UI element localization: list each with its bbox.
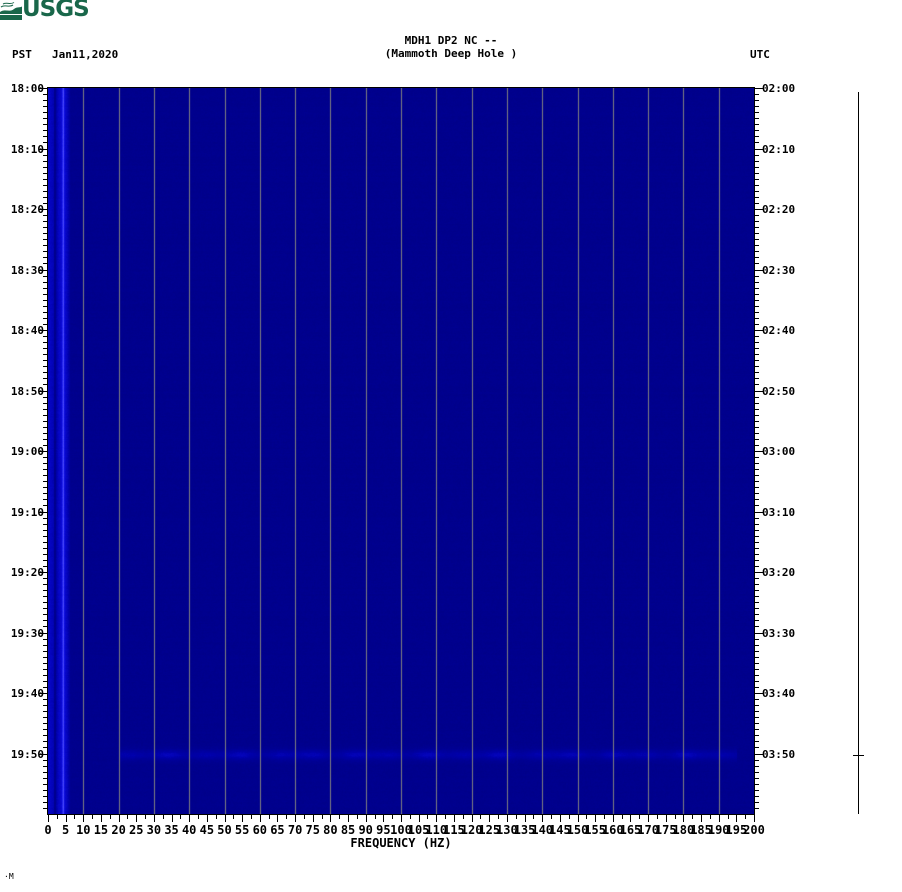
time-tick-label-pst: 18:10 xyxy=(10,142,44,156)
frequency-tick-label: 200 xyxy=(743,823,765,837)
frequency-tick-label: 120 xyxy=(460,823,483,837)
time-tick-label-utc: 02:10 xyxy=(762,142,796,156)
station-title-line1: MDH1 DP2 NC -- xyxy=(404,34,498,47)
frequency-tick-label: 180 xyxy=(672,823,695,837)
time-tick-label-utc: 03:30 xyxy=(762,626,796,640)
time-tick-label-pst: 19:10 xyxy=(10,505,44,519)
frequency-tick-label: 10 xyxy=(76,823,91,837)
frequency-tick-label: 45 xyxy=(199,823,215,837)
usgs-wave-icon xyxy=(0,2,22,20)
frequency-tick-label: 115 xyxy=(443,823,465,837)
frequency-tick-label: 85 xyxy=(340,823,356,837)
frequency-tick-label: 150 xyxy=(566,823,589,837)
frequency-tick-label: 165 xyxy=(619,823,642,837)
time-tick-label-pst: 18:20 xyxy=(10,203,44,216)
time-tick-label-utc: 03:10 xyxy=(762,505,796,519)
time-tick-label-pst: 18:50 xyxy=(10,384,44,398)
time-tick-label-utc: 03:00 xyxy=(762,445,796,458)
frequency-tick-label: 25 xyxy=(129,823,144,837)
time-tick-label-pst: 19:20 xyxy=(10,566,44,579)
time-tick-label-pst: 19:00 xyxy=(10,445,44,458)
frequency-tick-label: 75 xyxy=(305,823,320,837)
frequency-tick-label: 155 xyxy=(584,823,606,837)
frequency-tick-label: 125 xyxy=(478,823,501,837)
frequency-tick-label: 70 xyxy=(287,823,303,837)
time-tick-label-pst: 18:30 xyxy=(10,263,44,277)
time-tick-label-utc: 02:00 xyxy=(762,82,796,95)
frequency-tick-label: 50 xyxy=(217,823,232,837)
frequency-tick-label: 190 xyxy=(707,823,730,837)
frequency-tick-label: 140 xyxy=(531,823,554,837)
frequency-tick-label: 65 xyxy=(270,823,285,837)
frequency-tick-label: 175 xyxy=(654,823,677,837)
time-tick-label-utc: 02:20 xyxy=(762,203,796,216)
usgs-wordmark: USGS xyxy=(22,0,90,22)
frequency-tick-label: 185 xyxy=(690,823,712,837)
frequency-tick-label: 40 xyxy=(181,823,197,837)
time-tick-label-utc: 03:40 xyxy=(762,687,796,700)
spectrogram-canvas xyxy=(48,88,754,814)
spectrogram-plot xyxy=(48,88,754,814)
time-tick-label-utc: 02:30 xyxy=(762,263,796,277)
amplitude-scale-bar xyxy=(858,92,859,814)
frequency-tick-label: 135 xyxy=(513,823,536,837)
time-tick-label-pst: 18:00 xyxy=(10,82,44,95)
time-tick-label-utc: 03:20 xyxy=(762,566,796,579)
timezone-left-label: PST xyxy=(12,48,32,61)
frequency-tick-label: 160 xyxy=(601,823,624,837)
frequency-tick-label: 170 xyxy=(637,823,659,837)
time-tick-label-pst: 18:40 xyxy=(10,324,44,337)
frequency-tick-label: 100 xyxy=(390,823,412,837)
timezone-right-label: UTC xyxy=(750,48,770,61)
frequency-tick-label: 110 xyxy=(425,823,448,837)
time-tick-label-pst: 19:50 xyxy=(10,747,44,761)
frequency-tick-label: 55 xyxy=(234,823,250,837)
time-tick-label-utc: 02:50 xyxy=(762,384,796,398)
usgs-logo: USGS xyxy=(0,0,92,22)
frequency-tick-label: 80 xyxy=(323,823,338,837)
frequency-tick-label: 35 xyxy=(164,823,179,837)
corner-mark: ·M xyxy=(4,872,14,881)
time-tick-label-pst: 19:30 xyxy=(10,626,44,640)
time-tick-label-utc: 02:40 xyxy=(762,324,796,337)
frequency-tick-label: 0 xyxy=(44,823,52,837)
frequency-tick-label: 145 xyxy=(549,823,571,837)
amplitude-scale-bar-tick xyxy=(853,755,864,756)
frequency-tick-label: 95 xyxy=(376,823,391,837)
frequency-tick-label: 30 xyxy=(146,823,162,837)
time-tick-label-utc: 03:50 xyxy=(762,747,796,761)
frequency-tick-label: 15 xyxy=(93,823,109,837)
frequency-tick-label: 60 xyxy=(252,823,268,837)
frequency-tick-label: 130 xyxy=(496,823,518,837)
x-axis-title: FREQUENCY (HZ) xyxy=(350,836,452,850)
date-label: Jan11,2020 xyxy=(52,48,119,61)
frequency-tick-label: 5 xyxy=(62,823,70,837)
frequency-tick-label: 105 xyxy=(407,823,430,837)
station-title-line2: (Mammoth Deep Hole ) xyxy=(384,47,518,60)
time-tick-label-pst: 19:40 xyxy=(10,687,44,700)
frequency-tick-label: 195 xyxy=(725,823,748,837)
frequency-tick-label: 20 xyxy=(111,823,126,837)
frequency-tick-label: 90 xyxy=(358,823,373,837)
